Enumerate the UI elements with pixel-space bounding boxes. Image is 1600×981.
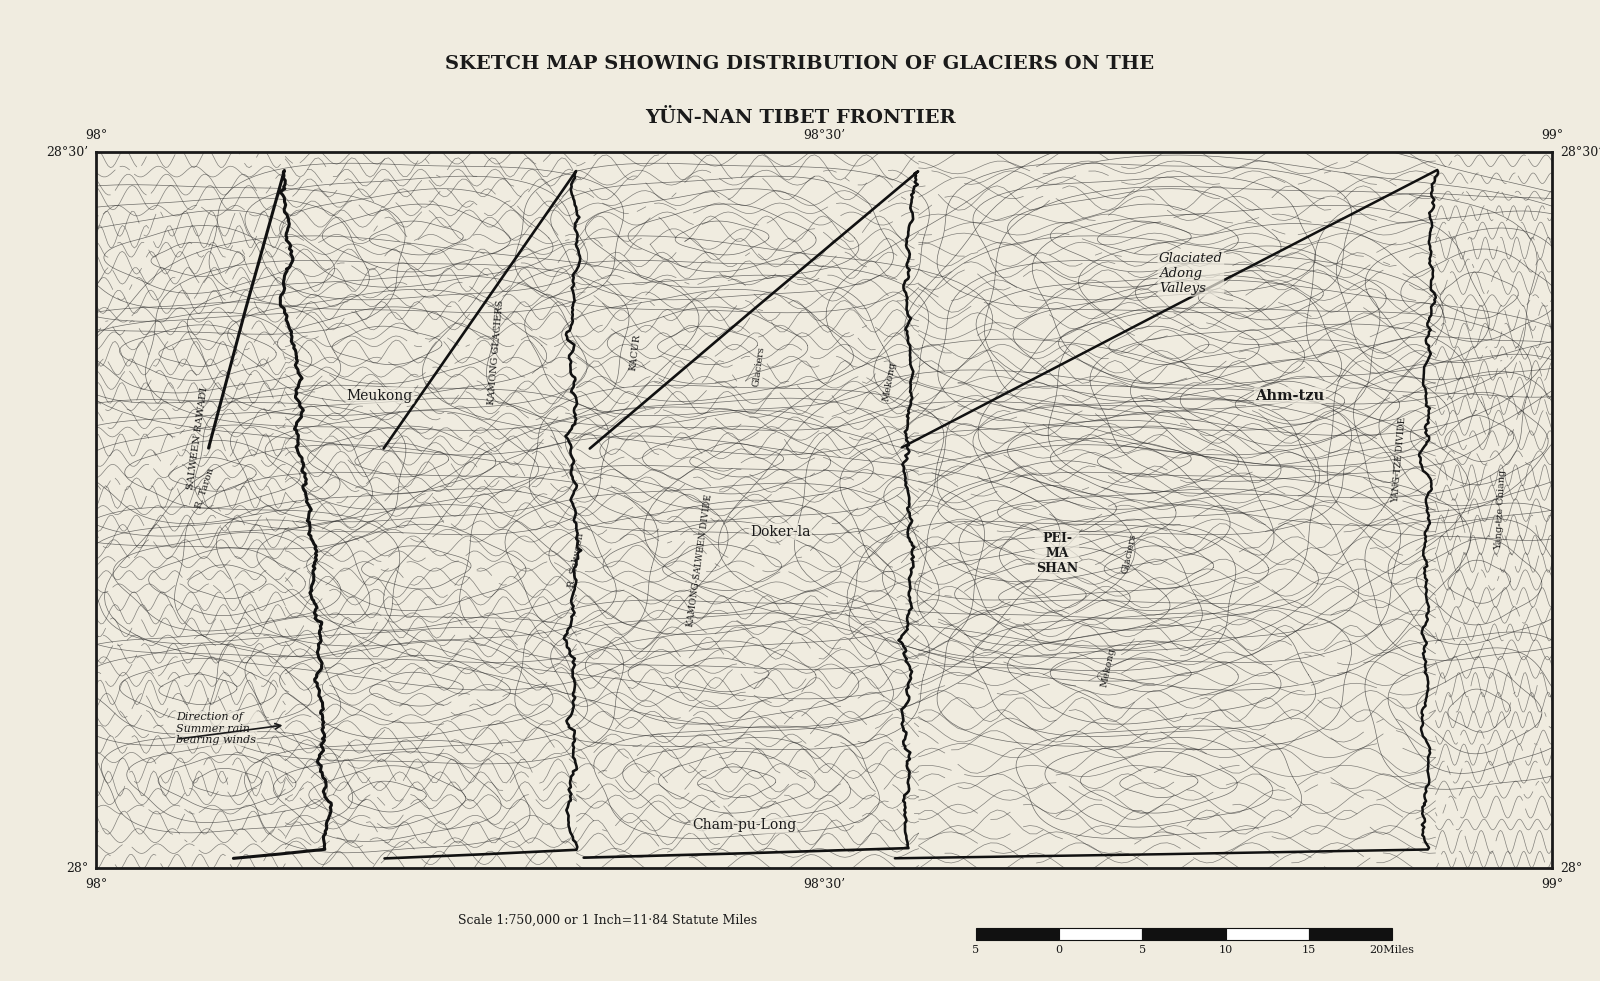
Text: SALWEEN RAWADI: SALWEEN RAWADI bbox=[186, 387, 210, 490]
Text: 98°: 98° bbox=[85, 129, 107, 142]
Text: Yang-tze Chiang: Yang-tze Chiang bbox=[1494, 470, 1507, 550]
Text: 5: 5 bbox=[1139, 946, 1146, 955]
Text: 99°: 99° bbox=[1541, 878, 1563, 891]
Text: Glaciers: Glaciers bbox=[750, 346, 766, 387]
Text: Meukong: Meukong bbox=[347, 388, 413, 402]
Text: SKETCH MAP SHOWING DISTRIBUTION OF GLACIERS ON THE: SKETCH MAP SHOWING DISTRIBUTION OF GLACI… bbox=[445, 55, 1155, 73]
Text: 98°30’: 98°30’ bbox=[803, 878, 845, 891]
Text: Glaciated
Adong
Valleys: Glaciated Adong Valleys bbox=[1158, 252, 1222, 295]
Text: R. Salween: R. Salween bbox=[568, 533, 586, 589]
Text: 28°30’: 28°30’ bbox=[1560, 145, 1600, 159]
Text: 10: 10 bbox=[1219, 946, 1232, 955]
Bar bbox=[1059, 928, 1142, 940]
Text: Direction of
Summer rain
bearing winds: Direction of Summer rain bearing winds bbox=[176, 712, 256, 746]
Text: Scale 1:750,000 or 1 Inch=11·84 Statute Miles: Scale 1:750,000 or 1 Inch=11·84 Statute … bbox=[459, 913, 757, 927]
Text: Doker-la: Doker-la bbox=[750, 525, 811, 539]
Text: KAMONG GLACIERS: KAMONG GLACIERS bbox=[488, 299, 506, 405]
Bar bbox=[976, 928, 1059, 940]
Text: YÜN-NAN TIBET FRONTIER: YÜN-NAN TIBET FRONTIER bbox=[645, 109, 955, 127]
Text: 28°: 28° bbox=[1560, 861, 1582, 875]
Text: 98°: 98° bbox=[85, 878, 107, 891]
Text: 20Miles: 20Miles bbox=[1370, 946, 1414, 955]
Text: KAMONG-SALWEEN DIVIDE: KAMONG-SALWEEN DIVIDE bbox=[686, 493, 714, 627]
Bar bbox=[1142, 928, 1226, 940]
Text: 15: 15 bbox=[1302, 946, 1315, 955]
Text: 28°: 28° bbox=[66, 861, 88, 875]
Text: Mekong: Mekong bbox=[1099, 647, 1117, 689]
Text: R. Taron: R. Taron bbox=[195, 467, 216, 510]
Text: Ahm-tzu: Ahm-tzu bbox=[1256, 388, 1325, 402]
Bar bbox=[1309, 928, 1392, 940]
Text: 0: 0 bbox=[1056, 946, 1062, 955]
Text: Glaciers: Glaciers bbox=[1122, 533, 1138, 574]
Text: KACUR: KACUR bbox=[627, 334, 642, 372]
Text: Mekong: Mekong bbox=[882, 361, 898, 402]
Text: 99°: 99° bbox=[1541, 129, 1563, 142]
Text: 28°30’: 28°30’ bbox=[46, 145, 88, 159]
Bar bbox=[1226, 928, 1309, 940]
Text: PEI-
MA
SHAN: PEI- MA SHAN bbox=[1035, 532, 1078, 575]
Text: Cham-pu-Long: Cham-pu-Long bbox=[691, 818, 797, 832]
Text: 5: 5 bbox=[973, 946, 979, 955]
Text: 98°30’: 98°30’ bbox=[803, 129, 845, 142]
Text: YANG-TZE DIVIDE: YANG-TZE DIVIDE bbox=[1390, 417, 1408, 503]
